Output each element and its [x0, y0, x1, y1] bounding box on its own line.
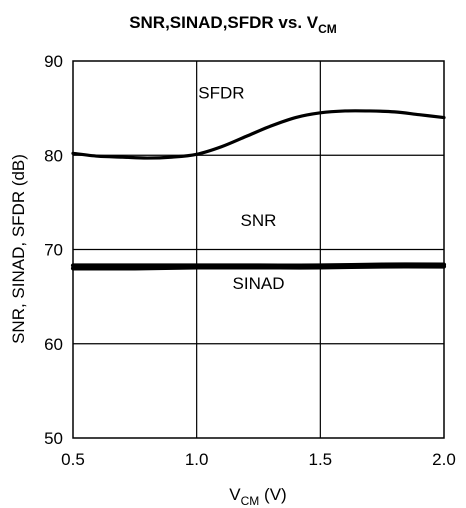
- y-tick-label: 80: [44, 146, 63, 165]
- series-sinad-line: [70, 264, 447, 271]
- x-tick-label: 2.0: [432, 450, 456, 469]
- y-tick-label: 70: [44, 241, 63, 260]
- chart-title: SNR,SINAD,SFDR vs. VCM: [129, 13, 337, 36]
- y-tick-label: 90: [44, 52, 63, 71]
- x-axis-label-subscript: CM: [241, 494, 260, 508]
- series-snr-label: SNR: [241, 211, 277, 230]
- x-tick-label: 1.5: [309, 450, 333, 469]
- x-axis-label-main: V: [229, 485, 241, 504]
- x-tick-label: 1.0: [185, 450, 209, 469]
- y-axis-label: SNR, SINAD, SFDR (dB): [9, 154, 28, 344]
- x-axis-label: VCM (V): [229, 485, 286, 508]
- tick-labels: 0.5 1.0 1.5 2.0 50 60 70 80 90: [44, 52, 456, 469]
- y-tick-label: 50: [44, 429, 63, 448]
- series-sfdr-label: SFDR: [198, 84, 244, 103]
- series-labels: SFDR SNR SINAD: [198, 84, 284, 293]
- x-axis-label-unit: (V): [259, 485, 286, 504]
- plot-frame: [72, 60, 445, 439]
- series-sfdr-line: [71, 109, 446, 160]
- series-group: [70, 109, 447, 271]
- chart-title-main: SNR,SINAD,SFDR vs. V: [129, 13, 319, 32]
- y-tick-label: 60: [44, 335, 63, 354]
- series-sinad-label: SINAD: [233, 274, 285, 293]
- x-tick-label: 0.5: [61, 450, 85, 469]
- chart-title-subscript: CM: [318, 22, 337, 36]
- grid: [73, 61, 444, 438]
